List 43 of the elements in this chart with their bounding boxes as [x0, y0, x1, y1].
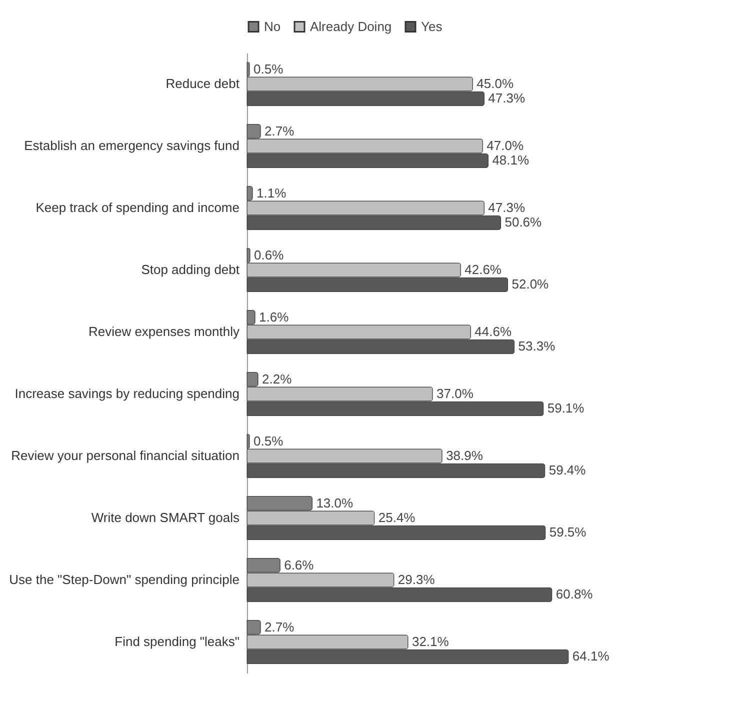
legend-label: Already Doing	[310, 18, 392, 34]
y-tick-label: Use the "Step-Down" spending principle	[9, 572, 240, 587]
data-label: 59.1%	[547, 400, 585, 416]
data-label: 0.5%	[254, 61, 284, 76]
data-label: 2.7%	[264, 619, 295, 634]
data-label: 59.4%	[548, 462, 586, 478]
data-label: 32.1%	[412, 634, 450, 649]
y-tick-label: Write down SMART goals	[91, 510, 240, 525]
y-tick-label: Review expenses monthly	[88, 324, 240, 339]
y-tick-label: Review your personal financial situation	[11, 448, 240, 463]
data-label: 52.0%	[512, 276, 550, 292]
y-tick-label: Reduce debt	[166, 76, 240, 91]
data-label: 50.6%	[504, 214, 542, 230]
data-label: 29.3%	[398, 572, 436, 587]
data-label: 48.1%	[492, 152, 530, 168]
data-label: 64.1%	[572, 648, 610, 664]
y-tick-label: Find spending "leaks"	[114, 634, 240, 649]
data-label: 25.4%	[378, 510, 416, 525]
y-tick-label: Keep track of spending and income	[36, 200, 240, 215]
data-label: 60.8%	[556, 586, 594, 602]
data-label: 47.0%	[486, 138, 524, 153]
data-label: 2.2%	[262, 371, 292, 386]
data-label: 1.1%	[256, 185, 287, 200]
data-label: 44.6%	[474, 324, 512, 339]
data-label: 42.6%	[464, 262, 502, 277]
data-label: 6.6%	[284, 557, 314, 572]
data-label: 2.7%	[264, 123, 295, 138]
data-label: 47.3%	[488, 200, 526, 215]
data-label: 1.6%	[259, 309, 290, 324]
data-label: 13.0%	[316, 495, 354, 510]
y-tick-label: Stop adding debt	[141, 262, 240, 277]
legend-label: Yes	[421, 18, 443, 34]
data-label: 47.3%	[488, 90, 526, 106]
data-label: 53.3%	[518, 338, 556, 354]
data-label: 37.0%	[436, 386, 474, 401]
data-label: 38.9%	[446, 448, 484, 463]
data-label: 0.5%	[254, 433, 284, 448]
data-label: 59.5%	[549, 524, 587, 540]
data-label: 0.6%	[254, 247, 284, 262]
legend-label: No	[264, 18, 281, 34]
y-tick-label: Increase savings by reducing spending	[14, 386, 240, 401]
data-label: 45.0%	[476, 76, 514, 91]
y-tick-label: Establish an emergency savings fund	[24, 138, 240, 153]
